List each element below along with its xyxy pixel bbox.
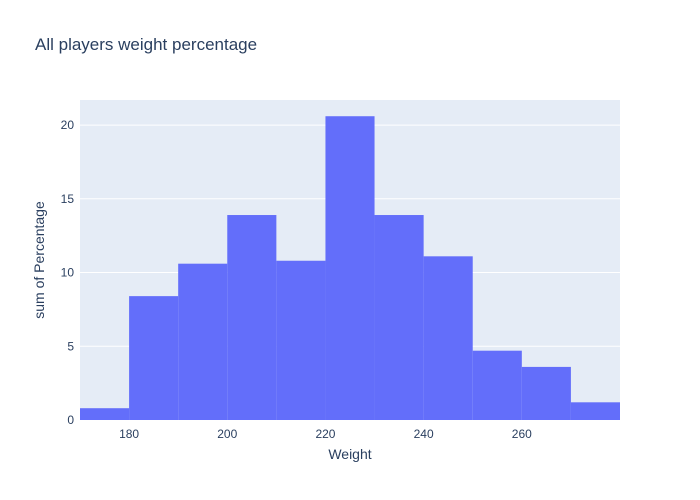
y-tick-label: 5 (67, 339, 74, 353)
y-tick-label: 10 (61, 266, 75, 280)
bars (80, 116, 620, 421)
x-tick-label: 240 (414, 427, 434, 441)
y-tick-label: 20 (61, 118, 75, 132)
histogram-bar (570, 402, 620, 420)
histogram-bar (325, 116, 375, 421)
histogram-bar (472, 350, 522, 420)
x-tick-label: 260 (512, 427, 532, 441)
histogram-bar (178, 263, 228, 420)
x-axis-title: Weight (328, 446, 371, 462)
histogram-bar (129, 296, 179, 420)
y-axis-ticks: 0 5 10 15 20 (61, 118, 75, 427)
x-axis-ticks: 180 200 220 240 260 (119, 427, 532, 441)
chart-title: All players weight percentage (35, 35, 257, 54)
y-axis-title: sum of Percentage (31, 201, 47, 319)
histogram-bar (80, 408, 130, 420)
histogram-bar (423, 256, 473, 420)
x-tick-label: 200 (217, 427, 237, 441)
y-tick-label: 15 (61, 192, 75, 206)
histogram-bar (521, 366, 571, 420)
x-tick-label: 220 (315, 427, 335, 441)
histogram-bar (227, 215, 277, 420)
histogram-bar (276, 260, 326, 420)
y-tick-label: 0 (67, 413, 74, 427)
histogram-bar (374, 215, 424, 420)
x-tick-label: 180 (119, 427, 139, 441)
